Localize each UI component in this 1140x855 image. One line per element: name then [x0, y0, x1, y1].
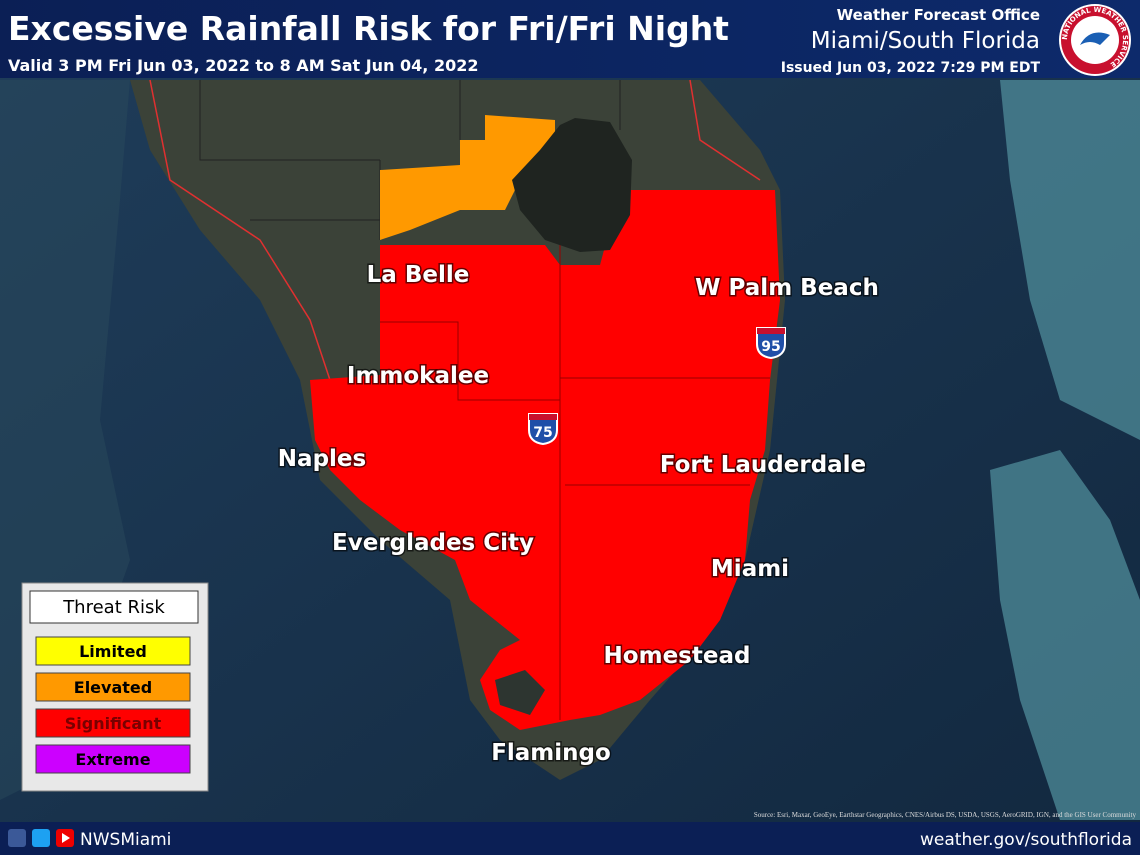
significant-area [310, 190, 780, 730]
interstate-shield-top [529, 414, 557, 420]
elevated-area [380, 115, 555, 240]
office: Weather Forecast Office [837, 6, 1040, 24]
place-label: Flamingo [491, 740, 611, 766]
legend-title: Threat Risk [62, 597, 165, 618]
place-label: W Palm Beach [695, 275, 879, 301]
interstate-shield-top [757, 328, 785, 334]
credit: Source: Esri, Maxar, GeoEye, Earthstar G… [754, 811, 1137, 819]
facebook-icon[interactable] [8, 829, 26, 847]
place-label: Homestead [604, 643, 751, 669]
legend-items: Limited Elevated Significant Extreme [35, 636, 191, 774]
legend-title-box [29, 590, 199, 624]
county-lines-red [380, 245, 770, 720]
twitter-icon[interactable] [32, 829, 50, 847]
header-bar [0, 0, 1140, 78]
legend-swatch [35, 636, 191, 666]
interstate-number: 95 [761, 339, 780, 355]
valid-time: Valid 3 PM Fri Jun 03, 2022 to 8 AM Sat … [8, 56, 478, 75]
interstate-number: 75 [533, 425, 552, 441]
place-label: La Belle [367, 262, 470, 288]
place-labels: La Belle W Palm Beach Immokalee Naples Fort … [276, 261, 880, 768]
cwa-boundary [149, 79, 761, 381]
issued: Issued Jun 03, 2022 7:29 PM EDT [781, 60, 1041, 76]
footer-handle: NWSMiami [80, 830, 171, 850]
place-label: Everglades City [332, 530, 534, 556]
office-name: Miami/South Florida [811, 28, 1040, 54]
footer-bar [0, 822, 1140, 855]
place-label: Miami [711, 556, 789, 582]
place-label: Naples [278, 446, 366, 472]
title: Excessive Rainfall Risk for Fri/Fri Nigh… [8, 9, 729, 48]
nws-logo-mark [1080, 32, 1110, 45]
legend-swatch [35, 708, 191, 738]
legend-label: Limited [79, 642, 147, 661]
interstate-shield [756, 327, 786, 360]
florida-bay [495, 670, 545, 715]
footer-url: weather.gov/southflorida [920, 830, 1132, 850]
place-label: Immokalee [347, 363, 489, 389]
legend-swatch [35, 744, 191, 774]
legend-label: Elevated [74, 678, 152, 697]
legend-label: Extreme [75, 750, 150, 769]
place-label: Fort Lauderdale [660, 452, 866, 478]
lake-okeechobee [512, 118, 632, 252]
youtube-play [62, 833, 70, 843]
legend-label: Significant [65, 714, 162, 733]
interstate-shield [528, 413, 558, 446]
bahamas-shoals [990, 80, 1140, 820]
shields: 95 75 [528, 327, 786, 446]
legend-swatch [35, 672, 191, 702]
